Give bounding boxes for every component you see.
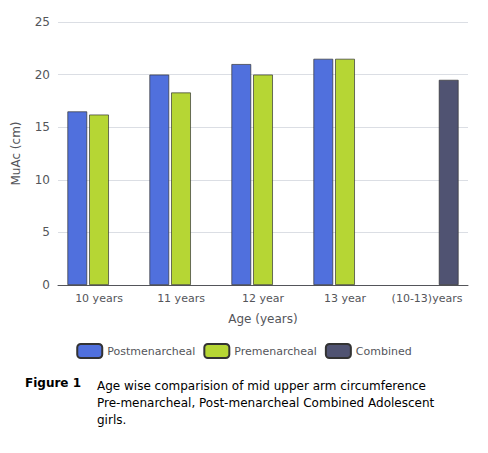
svg-text:25: 25 xyxy=(35,15,50,29)
svg-text:Pre-menarcheal, Post-menarchea: Pre-menarcheal, Post-menarcheal Combined… xyxy=(97,396,438,410)
svg-text:20: 20 xyxy=(35,68,50,82)
svg-text:13 year: 13 year xyxy=(324,292,367,305)
svg-text:(10-13)years: (10-13)years xyxy=(392,292,463,305)
svg-text:Premenarcheal: Premenarcheal xyxy=(234,345,317,358)
svg-text:Figure 1: Figure 1 xyxy=(25,376,81,390)
svg-text:0: 0 xyxy=(42,278,50,292)
svg-text:15: 15 xyxy=(35,120,50,134)
svg-text:girls.: girls. xyxy=(97,413,126,427)
svg-text:Age (years): Age (years) xyxy=(228,312,297,326)
svg-text:Postmenarcheal: Postmenarcheal xyxy=(107,345,195,358)
svg-text:11 years: 11 years xyxy=(157,292,205,305)
svg-text:10: 10 xyxy=(35,173,50,187)
svg-text:5: 5 xyxy=(42,225,50,239)
svg-text:12 year: 12 year xyxy=(242,292,285,305)
svg-text:Age wise comparision of mid up: Age wise comparision of mid upper arm ci… xyxy=(97,379,430,393)
svg-text:Combined: Combined xyxy=(356,345,412,358)
svg-text:10 years: 10 years xyxy=(75,292,123,305)
svg-text:MuAc (cm): MuAc (cm) xyxy=(9,121,23,185)
